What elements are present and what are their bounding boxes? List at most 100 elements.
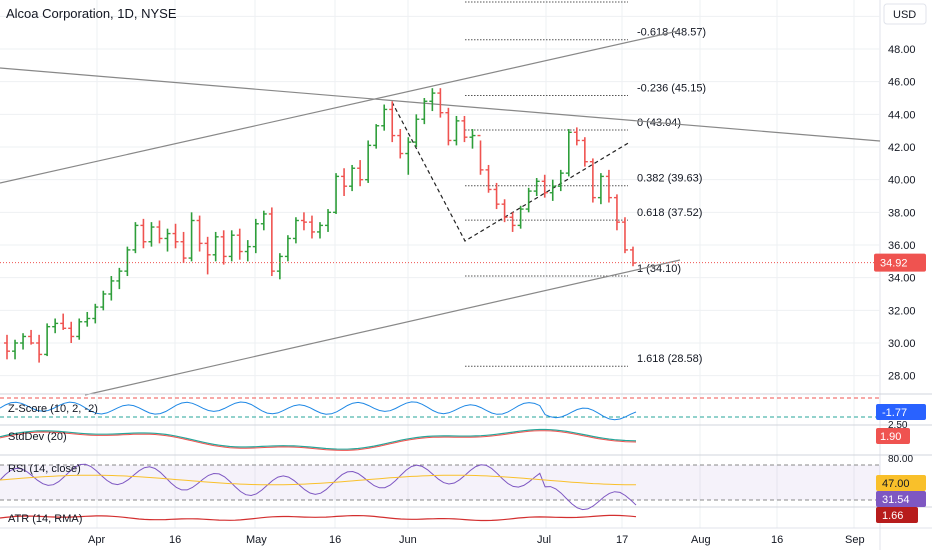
ohlc-bar[interactable] [630,246,636,267]
ohlc-bar[interactable] [132,222,139,254]
ohlc-bar[interactable] [461,115,468,143]
ohlc-bar[interactable] [244,240,251,262]
ohlc-bar[interactable] [300,212,307,231]
ohlc-bar[interactable] [212,231,219,262]
ohlc-bar[interactable] [341,168,348,196]
last-price-label: 34.92 [880,258,908,270]
ohlc-bar[interactable] [236,228,243,260]
ohlc-bar[interactable] [164,228,171,252]
ohlc-bar[interactable] [92,303,99,324]
ohlc-bar[interactable] [373,124,380,149]
ohlc-bar[interactable] [325,209,332,232]
currency-label: USD [893,9,916,21]
rsi-band-fill [0,465,880,500]
ohlc-bar[interactable] [276,253,283,280]
ohlc-bar[interactable] [437,88,444,118]
ohlc-bar[interactable] [140,218,147,249]
x-tick-label: 17 [616,534,628,546]
chart-title: Alcoa Corporation, 1D, NYSE [6,6,177,21]
ohlc-bar[interactable] [84,311,91,327]
rsi-ma-value-badge [876,475,926,491]
ohlc-bar[interactable] [28,329,35,345]
ohlc-bar[interactable] [68,321,75,343]
ohlc-bar[interactable] [148,222,155,247]
ohlc-bar[interactable] [188,212,195,262]
ohlc-bar[interactable] [429,88,436,112]
atr-value: 1.66 [882,510,903,522]
stddev-line-down [0,430,637,451]
x-tick-label: Sep [845,534,865,546]
ohlc-bar[interactable] [60,313,67,330]
fib-level-label: 1.618 (28.58) [637,353,702,365]
ohlc-bar[interactable] [621,217,628,254]
ohlc-bar[interactable] [509,212,516,232]
ohlc-bar[interactable] [413,114,420,147]
ohlc-bar[interactable] [44,323,51,357]
ohlc-bar[interactable] [589,158,596,203]
ohlc-bar[interactable] [172,223,179,249]
ohlc-bar[interactable] [124,246,131,277]
ohlc-bar[interactable] [605,169,612,203]
currency-button[interactable] [883,3,927,25]
ohlc-bar[interactable] [228,230,235,262]
fib-level-label: 1 (34.10) [637,263,681,275]
ohlc-bar[interactable] [317,222,323,239]
ohlc-bar[interactable] [581,137,588,167]
ohlc-bar[interactable] [108,276,115,301]
y-tick-label: 36.00 [888,240,916,252]
ohlc-bar[interactable] [421,98,428,125]
ohlc-bar[interactable] [389,101,396,143]
ohlc-bar[interactable] [292,217,299,244]
ohlc-bar[interactable] [517,205,524,229]
fib-level-label: -0.236 (45.15) [637,83,706,95]
ohlc-bar[interactable] [4,334,10,360]
ohlc-bar[interactable] [52,318,59,334]
ohlc-bar[interactable] [365,140,372,183]
ohlc-bar[interactable] [284,235,291,262]
ohlc-bar[interactable] [597,173,604,205]
ohlc-bar[interactable] [260,210,267,231]
ohlc-bar[interactable] [156,220,163,244]
ohlc-bar[interactable] [204,236,211,275]
ohlc-bar[interactable] [252,218,259,254]
ohlc-bar[interactable] [349,164,356,192]
ohlc-bar[interactable] [12,339,19,360]
ohlc-bar[interactable] [573,127,580,146]
ohlc-bar[interactable] [100,290,107,311]
ohlc-bar[interactable] [557,169,564,192]
rsi-value: 31.54 [882,494,910,506]
trend-line-upper[interactable] [0,30,679,184]
ohlc-bar[interactable] [525,187,532,213]
trend-line-support[interactable] [84,259,681,396]
ohlc-bar[interactable] [220,230,227,265]
ohlc-bar[interactable] [533,178,540,196]
ohlc-bar[interactable] [180,231,187,263]
ohlc-bar[interactable] [196,215,203,252]
ohlc-bar[interactable] [405,137,412,175]
ohlc-bar[interactable] [116,267,123,290]
ohlc-bar[interactable] [381,104,388,131]
ohlc-bar[interactable] [36,334,43,363]
fib-level-label: 0.382 (39.63) [637,173,702,185]
ohlc-bar[interactable] [453,115,460,146]
ohlc-bar[interactable] [549,179,556,201]
ohlc-bar[interactable] [308,215,315,239]
ohlc-bar[interactable] [469,129,476,149]
ohlc-bar[interactable] [445,107,452,146]
ohlc-bar[interactable] [565,129,572,177]
zigzag-pattern[interactable] [391,101,631,242]
ohlc-bar[interactable] [501,199,508,223]
ohlc-bar[interactable] [20,333,27,350]
fib-level-label: 0.618 (37.52) [637,207,702,219]
ohlc-bar[interactable] [333,173,340,214]
ohlc-bar[interactable] [613,194,620,231]
ohlc-bar[interactable] [485,164,492,193]
ohlc-bar[interactable] [541,174,548,198]
ohlc-bar[interactable] [76,318,83,340]
ohlc-bar[interactable] [397,129,404,159]
ohlc-bar[interactable] [357,160,364,187]
ohlc-bar[interactable] [493,182,500,210]
ohlc-bar[interactable] [268,207,275,277]
ohlc-bar[interactable] [477,134,484,175]
